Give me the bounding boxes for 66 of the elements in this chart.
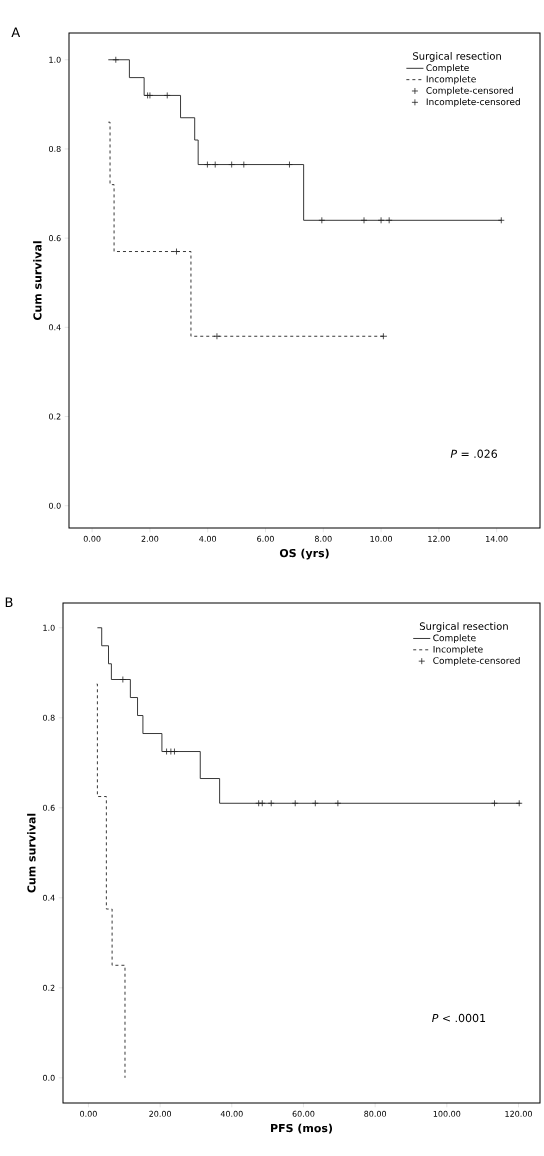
y-tick-label: 0.2 — [49, 413, 61, 420]
legend-title: Surgical resection — [413, 52, 501, 62]
x-tick-label: 10.00 — [370, 535, 392, 542]
point — [173, 248, 180, 255]
legend-label: Complete-censored — [433, 656, 520, 666]
x-tick-label: 4.00 — [199, 535, 217, 542]
x-tick-label: 40.00 — [220, 1110, 243, 1117]
point — [240, 161, 248, 168]
annotation: P < .0001 — [432, 1013, 486, 1023]
y-tick-label: 0.4 — [49, 324, 61, 331]
x-tick-label: 8.00 — [314, 535, 332, 542]
legend-label: Complete-censored — [426, 86, 513, 96]
point — [163, 92, 171, 99]
x-tick-label: 80.00 — [364, 1110, 387, 1117]
y-tick-label: 0.6 — [49, 235, 61, 242]
x-tick-label: 60.00 — [292, 1110, 315, 1117]
point — [267, 799, 275, 807]
point — [515, 799, 523, 807]
y-tick-label: 1.0 — [49, 56, 61, 63]
point — [491, 799, 498, 807]
legend-label: Complete — [433, 634, 476, 644]
y-tick-label: 0.0 — [43, 1074, 55, 1081]
chart-title: B — [5, 597, 13, 607]
point — [334, 799, 342, 807]
point — [291, 799, 299, 807]
legend-label: Incomplete — [426, 75, 476, 85]
point — [119, 676, 127, 683]
point — [228, 161, 236, 168]
y-tick-label: 0.2 — [43, 984, 55, 991]
y-tick-label: 0.8 — [49, 145, 61, 152]
chart-title: A — [11, 27, 21, 37]
y-axis-title: Cum survival — [33, 241, 42, 321]
point — [286, 161, 293, 168]
y-tick-label: 0.8 — [43, 714, 55, 721]
legend-title: Surgical resection — [419, 622, 508, 632]
x-tick-label: 100.00 — [433, 1110, 461, 1117]
point — [211, 161, 219, 168]
y-tick-label: 0.0 — [49, 502, 61, 509]
legend-label: Complete — [426, 64, 469, 73]
x-tick-label: 2.00 — [141, 535, 159, 542]
legend-label: Incomplete-censored — [426, 98, 520, 107]
x-tick-label: 6.00 — [257, 535, 274, 542]
y-axis-title: Cum survival — [27, 813, 36, 893]
x-axis-title: PFS (mos) — [271, 1123, 333, 1134]
x-tick-label: 20.00 — [149, 1110, 172, 1117]
x-tick-label: 0.00 — [83, 535, 101, 542]
y-tick-label: 0.4 — [43, 894, 55, 901]
x-tick-label: 14.00 — [486, 535, 508, 542]
point — [213, 332, 221, 340]
x-tick-label: 12.00 — [428, 535, 450, 542]
point — [377, 216, 385, 224]
point — [360, 216, 368, 224]
point — [497, 216, 505, 224]
y-tick-label: 0.6 — [43, 804, 55, 811]
point — [318, 216, 326, 224]
point — [311, 799, 319, 807]
y-tick-label: 1.0 — [43, 624, 55, 631]
x-tick-label: 0.00 — [80, 1110, 97, 1117]
annotation: P = .026 — [450, 449, 498, 458]
point — [204, 161, 211, 168]
legend-label: Incomplete — [433, 645, 483, 655]
x-axis-title: OS (yrs) — [279, 548, 329, 560]
point — [385, 216, 393, 224]
point — [112, 56, 120, 64]
x-tick-label: 120.00 — [505, 1110, 532, 1117]
point — [379, 332, 387, 340]
